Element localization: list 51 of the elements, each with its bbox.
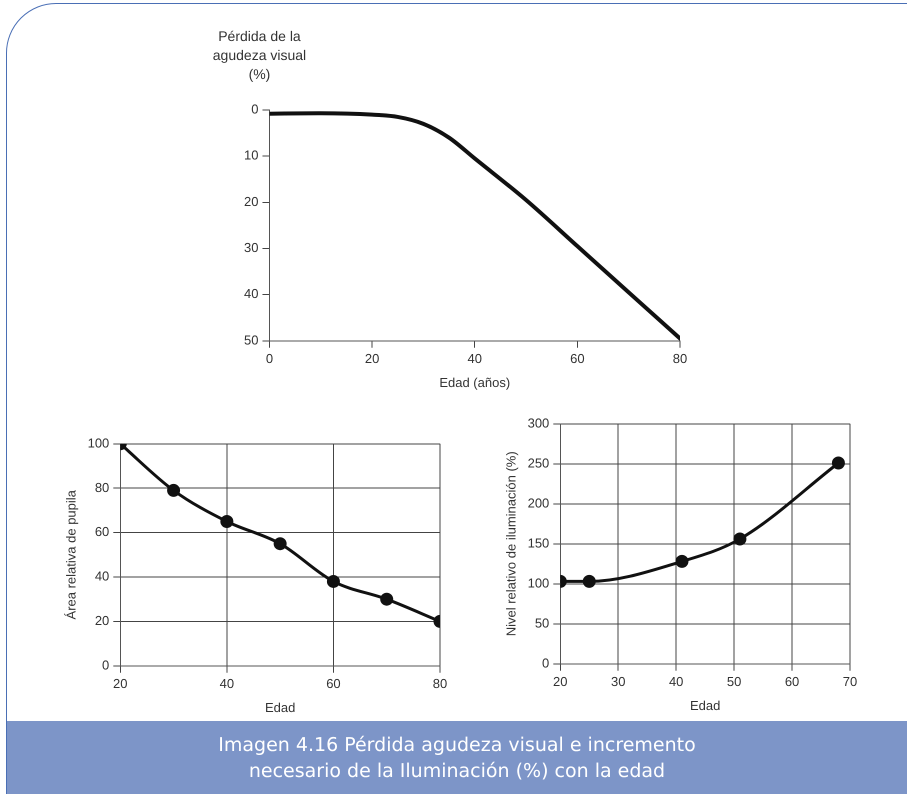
y-tick-label: 50 [244, 332, 258, 348]
y-tick-label: 30 [244, 240, 258, 256]
y-tick-label: 10 [244, 148, 258, 163]
y-tick-label: 0 [542, 655, 550, 670]
x-tick-label: 0 [266, 351, 274, 366]
x-tick-label: 60 [784, 674, 800, 690]
point [274, 537, 287, 550]
x-tick-label: 80 [432, 676, 448, 692]
y-tick-label: 100 [528, 575, 550, 590]
x-tick-label: 60 [326, 676, 341, 692]
point [832, 456, 845, 470]
point [380, 592, 394, 606]
x-tick-label: 50 [726, 674, 742, 690]
x-tick-label: 80 [672, 351, 688, 366]
y-tick-label: 60 [94, 524, 110, 540]
y-tick-label: 40 [244, 286, 258, 302]
y-tick-label: 200 [528, 495, 550, 510]
y-tick-label: 250 [528, 455, 550, 470]
point [675, 554, 688, 568]
point [582, 574, 596, 588]
y-tick-label: 0 [102, 657, 110, 672]
y-axis-title: Nivel relativo de iluminación (%) [503, 451, 518, 636]
x-tick-label: 40 [467, 351, 482, 366]
y-tick-label: 150 [528, 535, 550, 550]
x-tick-label: 40 [220, 676, 234, 692]
text: Imagen 4.16 Pérdida agudeza visual e incremento necesario de la Iluminación (%) con la edad [217, 732, 697, 784]
x-tick-label: 20 [553, 674, 568, 690]
y-tick-label: 40 [94, 568, 110, 584]
point [167, 484, 180, 497]
point [220, 515, 234, 528]
y-tick-label: 20 [244, 194, 258, 209]
point [733, 532, 746, 546]
x-tick-label: 30 [611, 674, 626, 690]
x-axis-title: Edad [690, 698, 720, 713]
point [326, 574, 340, 588]
line-series [269, 111, 680, 340]
y-tick-label: 80 [94, 480, 110, 495]
x-tick-label: 40 [668, 674, 684, 690]
y-tick-label: 100 [88, 435, 110, 450]
y-tick-label: 20 [94, 612, 110, 628]
y-tick-label: 0 [251, 102, 258, 117]
x-axis-title: Edad [264, 700, 296, 715]
y-axis-title: Área relativa de pupila [63, 489, 78, 620]
x-axis-title: Edad (años) [439, 374, 510, 390]
y-tick-label: 300 [528, 415, 550, 430]
x-tick-label: 20 [113, 676, 128, 692]
x-tick-label: 20 [364, 351, 380, 366]
x-tick-label: 60 [570, 351, 585, 366]
y-axis-title: Pérdida de la agudeza visual (%) [212, 28, 306, 82]
y-tick-label: 50 [534, 615, 550, 630]
x-tick-label: 70 [842, 674, 858, 690]
